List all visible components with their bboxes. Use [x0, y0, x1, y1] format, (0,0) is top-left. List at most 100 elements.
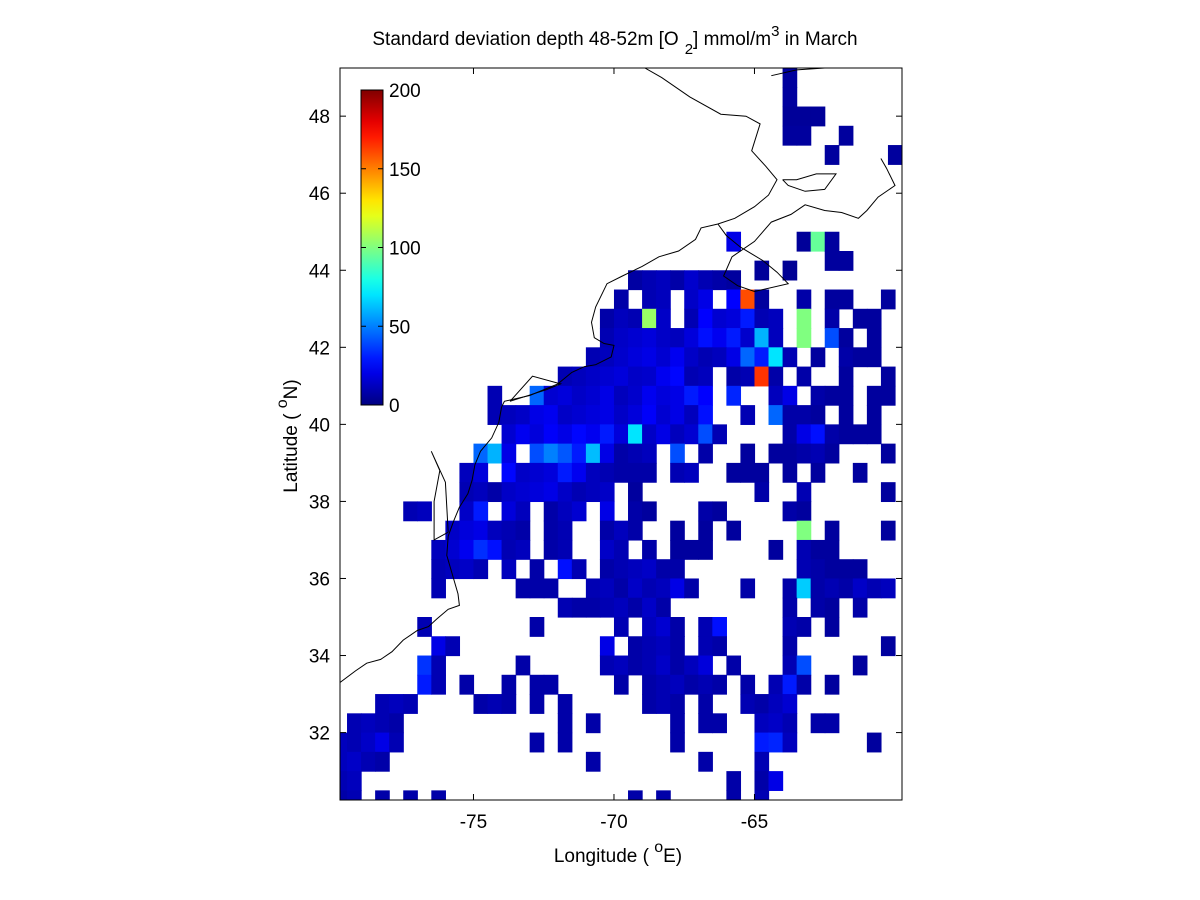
heatmap-cell	[656, 328, 671, 348]
heatmap-cell	[571, 443, 587, 464]
heatmap-cell	[670, 713, 685, 734]
heatmap-cell	[361, 732, 376, 753]
heatmap-cell	[754, 347, 770, 368]
heatmap-cell	[712, 308, 727, 329]
heatmap-cell	[782, 655, 798, 676]
heatmap-cell	[543, 405, 559, 425]
heatmap-cell	[684, 405, 699, 425]
y-tick-label: 44	[309, 261, 331, 282]
heatmap-cell	[796, 443, 812, 464]
heatmap-cell	[375, 751, 390, 772]
heatmap-cell	[768, 308, 784, 329]
heatmap-cell	[782, 694, 798, 714]
heatmap-cell	[726, 270, 742, 291]
heatmap-cell	[740, 289, 756, 310]
heatmap-cell	[613, 674, 629, 695]
heatmap-cell	[866, 578, 882, 599]
heatmap-cell	[684, 366, 699, 387]
heatmap-cell	[487, 520, 503, 541]
heatmap-cell	[726, 462, 742, 483]
heatmap-cell	[796, 231, 812, 252]
heatmap-cell	[585, 578, 601, 599]
heatmap-cell	[403, 694, 418, 714]
heatmap-cell	[726, 328, 742, 348]
heatmap-cell	[375, 713, 390, 734]
heatmap-cell	[656, 636, 671, 657]
heatmap-cell	[684, 270, 699, 291]
heatmap-cell	[599, 385, 615, 406]
heatmap-cell	[501, 482, 517, 503]
heatmap-cell	[599, 443, 615, 464]
heatmap-cell	[642, 424, 657, 445]
heatmap-cell	[642, 617, 657, 637]
heatmap-cell	[768, 694, 784, 714]
heatmap-cell	[670, 694, 685, 714]
heatmap-cell	[838, 424, 854, 445]
heatmap-cell	[656, 578, 671, 599]
heatmap-cell	[698, 694, 713, 714]
heatmap-cell	[501, 520, 517, 541]
heatmap-cell	[571, 385, 587, 406]
heatmap-cell	[684, 385, 699, 406]
heatmap-cell	[824, 597, 840, 618]
heatmap-cell	[698, 751, 713, 772]
heatmap-cell	[698, 539, 713, 560]
heatmap-cell	[473, 520, 489, 541]
heatmap-cell	[628, 597, 643, 618]
heatmap-cell	[642, 328, 657, 348]
heatmap-cell	[585, 366, 601, 387]
x-tick-label: -75	[460, 812, 487, 833]
heatmap-cell	[824, 578, 840, 599]
heatmap-cell	[824, 385, 840, 406]
heatmap-cell	[866, 385, 882, 406]
heatmap-cell	[796, 125, 812, 146]
heatmap-cell	[557, 732, 573, 753]
y-tick-label: 34	[309, 647, 331, 668]
heatmap-cell	[796, 308, 812, 329]
heatmap-cell	[810, 443, 826, 464]
heatmap-cell	[782, 385, 798, 406]
heatmap-cell	[628, 520, 643, 541]
heatmap-cell	[684, 347, 699, 368]
heatmap-cell	[782, 347, 798, 368]
heatmap-cell	[656, 674, 671, 695]
heatmap-cell	[810, 597, 826, 618]
heatmap-cell	[642, 347, 657, 368]
heatmap-cell	[768, 366, 784, 387]
heatmap-cell	[571, 405, 587, 425]
heatmap-cell	[543, 674, 559, 695]
heatmap-cell	[656, 790, 671, 800]
heatmap-cell	[838, 366, 854, 387]
heatmap-cell	[501, 674, 517, 695]
heatmap-cell	[445, 520, 461, 541]
heatmap-cell	[726, 347, 742, 368]
heatmap-cell	[838, 125, 854, 146]
heatmap-cell	[866, 405, 882, 425]
heatmap-cell	[501, 694, 517, 714]
heatmap-cell	[543, 539, 559, 560]
heatmap-cell	[782, 578, 798, 599]
heatmap-cell	[698, 385, 713, 406]
heatmap-cell	[754, 308, 770, 329]
heatmap-cell	[473, 694, 489, 714]
heatmap-cell	[613, 289, 629, 310]
heatmap-cell	[613, 308, 629, 329]
heatmap-cell	[684, 539, 699, 560]
heatmap-cell	[712, 501, 727, 522]
heatmap-cell	[670, 617, 685, 637]
heatmap-cell	[459, 520, 475, 541]
heatmap-cell	[628, 270, 643, 291]
heatmap-cell	[599, 482, 615, 503]
heatmap-cell	[529, 405, 545, 425]
heatmap-cell	[670, 578, 685, 599]
colorbar-tick-label: 200	[389, 81, 421, 102]
heatmap-cell	[445, 636, 461, 657]
heatmap-cell	[599, 424, 615, 445]
heatmap-cell	[529, 559, 545, 580]
heatmap-cell	[628, 385, 643, 406]
heatmap-cell	[431, 539, 446, 560]
heatmap-cell	[459, 482, 475, 503]
heatmap-cell	[599, 501, 615, 522]
heatmap-cell	[628, 636, 643, 657]
heatmap-cell	[473, 559, 489, 580]
